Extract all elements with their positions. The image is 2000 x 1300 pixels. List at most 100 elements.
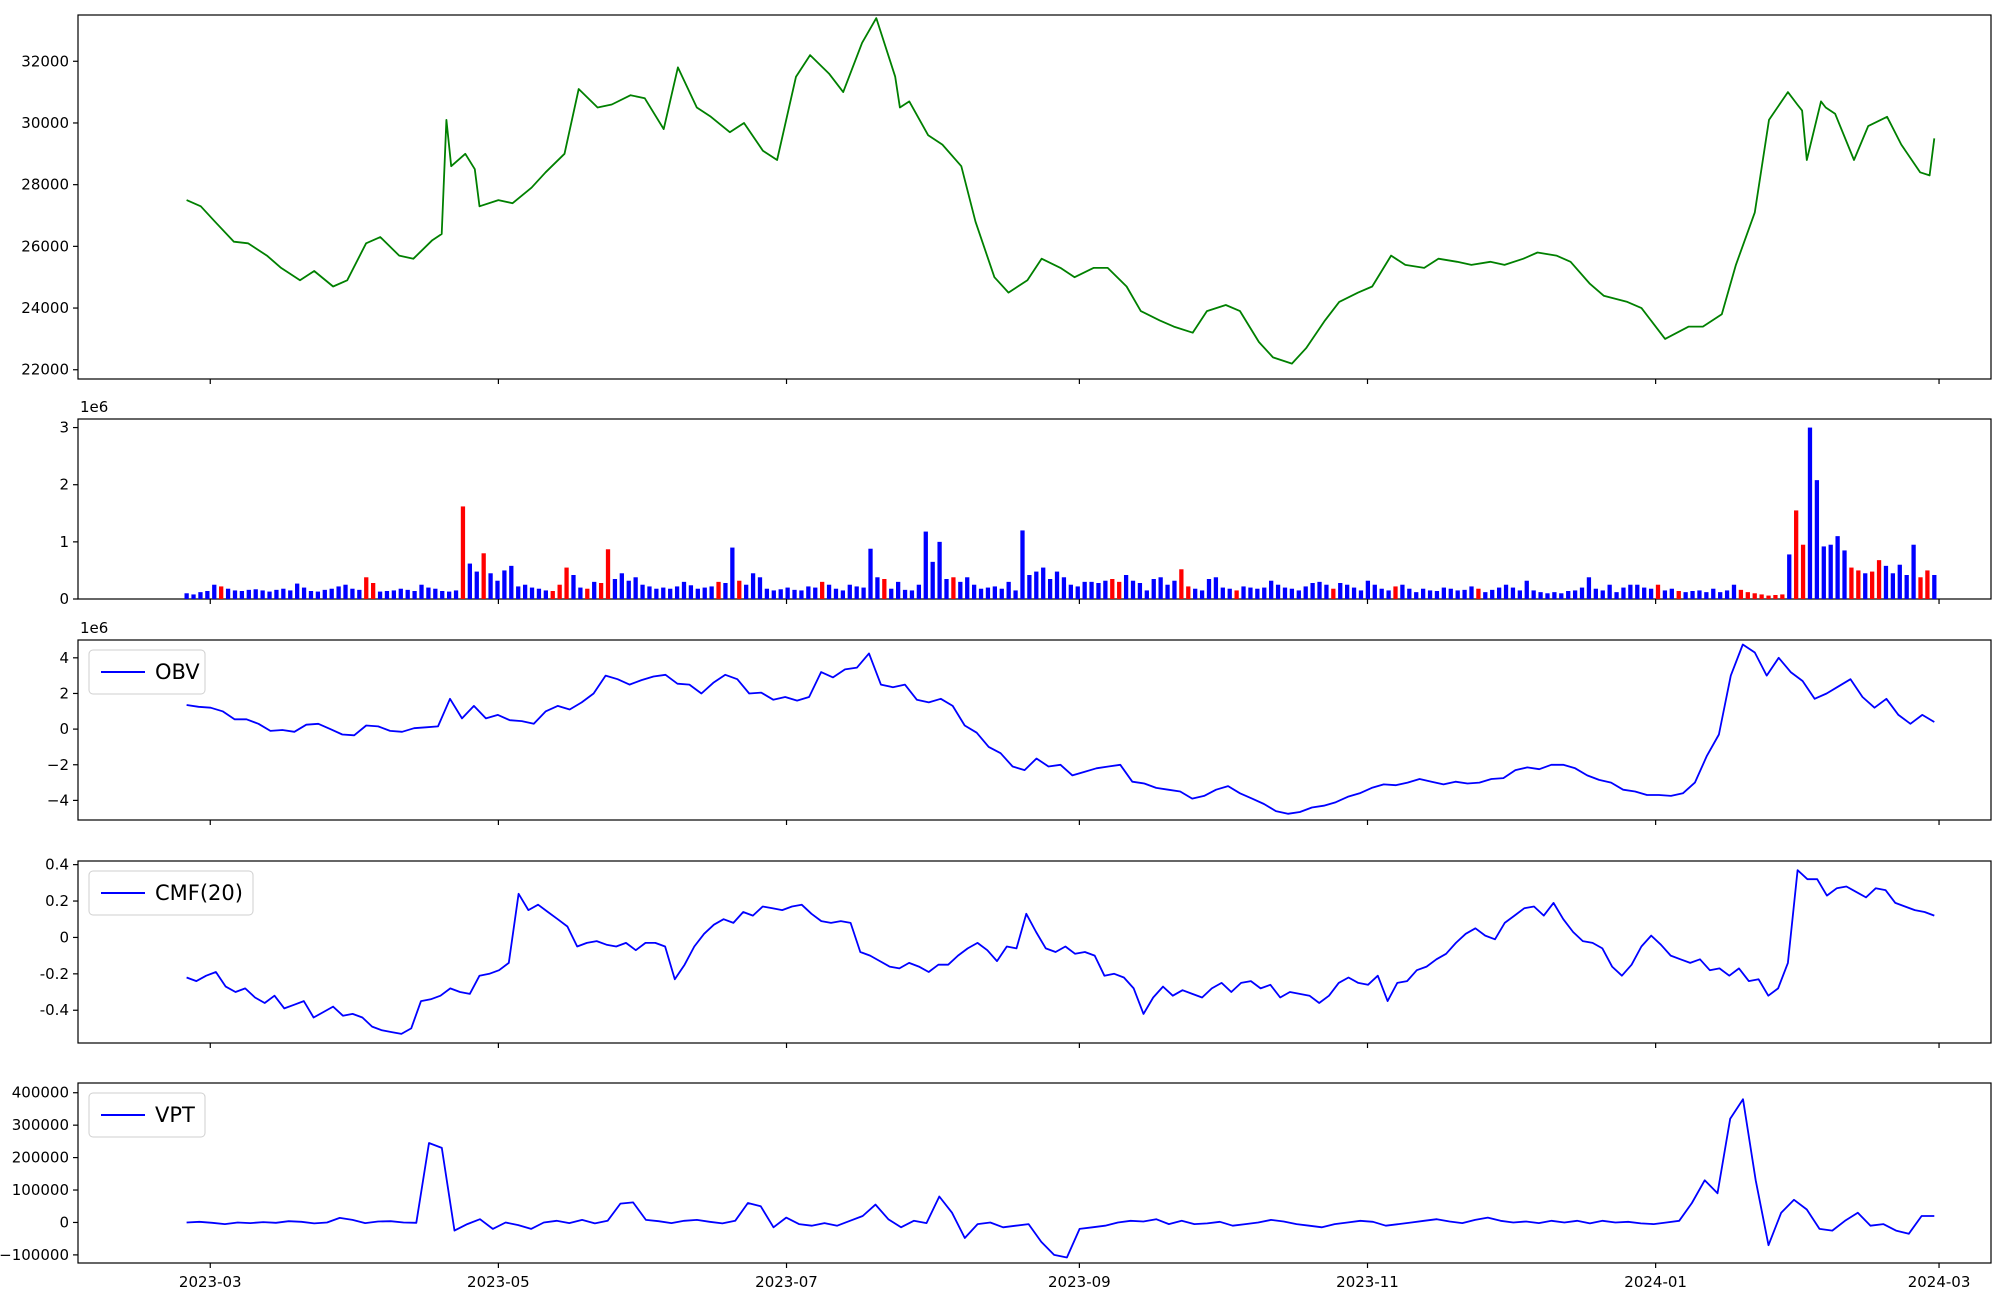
volume-bar <box>640 584 645 599</box>
volume-bar <box>771 590 776 599</box>
y-tick-label: 2 <box>59 476 69 494</box>
volume-bar <box>1628 584 1633 599</box>
volume-bar <box>1669 588 1674 599</box>
volume-bar <box>1158 577 1163 599</box>
volume-bar <box>813 587 818 599</box>
volume-bar <box>1186 586 1191 599</box>
volume-bar <box>1448 588 1453 599</box>
volume-bar <box>1434 591 1440 599</box>
volume-bar <box>1614 592 1619 599</box>
volume-bar <box>1420 588 1426 599</box>
volume-bar <box>274 589 279 599</box>
volume-bar <box>674 586 680 599</box>
volume-bar <box>481 553 486 599</box>
volume-bar <box>1393 586 1398 599</box>
volume-bar <box>716 581 721 599</box>
volume-bar <box>930 561 935 599</box>
y-tick-label: 0.4 <box>45 856 69 874</box>
panel-obv: −4 −2 0 2 4 1e6 OBV <box>47 619 1992 825</box>
volume-bar <box>1199 590 1205 599</box>
volume-bar <box>1096 583 1101 599</box>
volume-bar <box>1890 573 1896 599</box>
volume-bar <box>1303 586 1308 599</box>
volume-bar <box>937 541 942 599</box>
volume-bar <box>239 591 245 599</box>
volume-bar <box>412 591 417 599</box>
volume-bar <box>1296 590 1301 599</box>
volume-bar <box>550 591 555 599</box>
y-tick-label: 0 <box>59 1213 69 1231</box>
volume-bar <box>246 589 251 599</box>
volume-bar <box>267 591 272 599</box>
volume-bar <box>1538 592 1543 599</box>
volume-bar <box>1635 584 1640 599</box>
legend-label: OBV <box>155 660 200 684</box>
volume-bar <box>695 588 700 599</box>
volume-bar <box>1013 590 1018 599</box>
y-tick-label: 24000 <box>21 299 69 317</box>
volume-bar <box>1172 580 1177 599</box>
volume-bar <box>1821 546 1826 599</box>
volume-bar <box>882 579 887 599</box>
x-tick-label: 2023-07 <box>755 1273 818 1291</box>
volume-bar <box>896 581 901 599</box>
volume-bar <box>757 577 763 599</box>
volume-bar <box>1082 581 1087 599</box>
y-tick-label: 32000 <box>21 52 69 70</box>
legend-box <box>88 1092 206 1138</box>
volume-bar <box>295 583 300 599</box>
volume-bar <box>730 547 735 599</box>
volume-bar <box>1358 590 1364 599</box>
volume-bar <box>212 584 217 599</box>
volume-bar <box>1552 592 1557 599</box>
volume-bar <box>357 589 362 599</box>
volume-bar <box>308 591 314 599</box>
volume-bar <box>1089 581 1094 599</box>
volume-bar <box>1572 590 1578 599</box>
volume-bar <box>847 584 852 599</box>
volume-bar <box>958 581 963 599</box>
volume-bar <box>1759 594 1764 599</box>
y-tick-label: 300000 <box>12 1116 69 1134</box>
volume-bar <box>1662 590 1668 599</box>
volume-bar <box>1724 590 1730 599</box>
volume-bar <box>384 591 390 599</box>
volume-bar <box>1054 571 1060 599</box>
volume-bar <box>1586 577 1592 599</box>
volume-bar <box>509 565 514 599</box>
volume-bar <box>1690 591 1695 599</box>
volume-bar <box>647 586 652 599</box>
volume-bar <box>1731 584 1737 599</box>
volume-bar <box>1517 590 1522 599</box>
volume-bar <box>820 581 825 599</box>
price-line <box>186 17 1936 365</box>
volume-bar <box>1075 586 1080 599</box>
volume-bar <box>854 586 859 599</box>
volume-bar <box>1648 588 1654 599</box>
y-tick-label: 0.2 <box>45 892 69 910</box>
volume-bar <box>371 583 376 599</box>
volume-bar <box>1752 593 1757 599</box>
volume-bar <box>1386 590 1391 599</box>
volume-bar <box>1510 587 1516 599</box>
volume-bar <box>1414 592 1419 599</box>
volume-bar <box>1193 588 1198 599</box>
plot-frame <box>77 1082 1992 1264</box>
volume-bar <box>1863 573 1868 599</box>
volume-bar <box>516 586 521 599</box>
volume-bar <box>474 571 479 599</box>
volume-bar <box>785 587 790 599</box>
volume-bar <box>1807 427 1813 599</box>
volume-bar <box>536 588 542 599</box>
volume-bar <box>1103 580 1108 599</box>
volume-bar <box>889 588 894 599</box>
y-offset-label: 1e6 <box>80 398 108 416</box>
volume-bar <box>225 588 231 599</box>
volume-bar <box>668 588 673 599</box>
volume-bar <box>1780 594 1785 599</box>
volume-bar <box>1255 588 1260 599</box>
volume-bar <box>806 586 811 599</box>
volume-bar <box>1220 587 1225 599</box>
volume-bar <box>764 588 770 599</box>
volume-bar <box>1849 567 1854 599</box>
